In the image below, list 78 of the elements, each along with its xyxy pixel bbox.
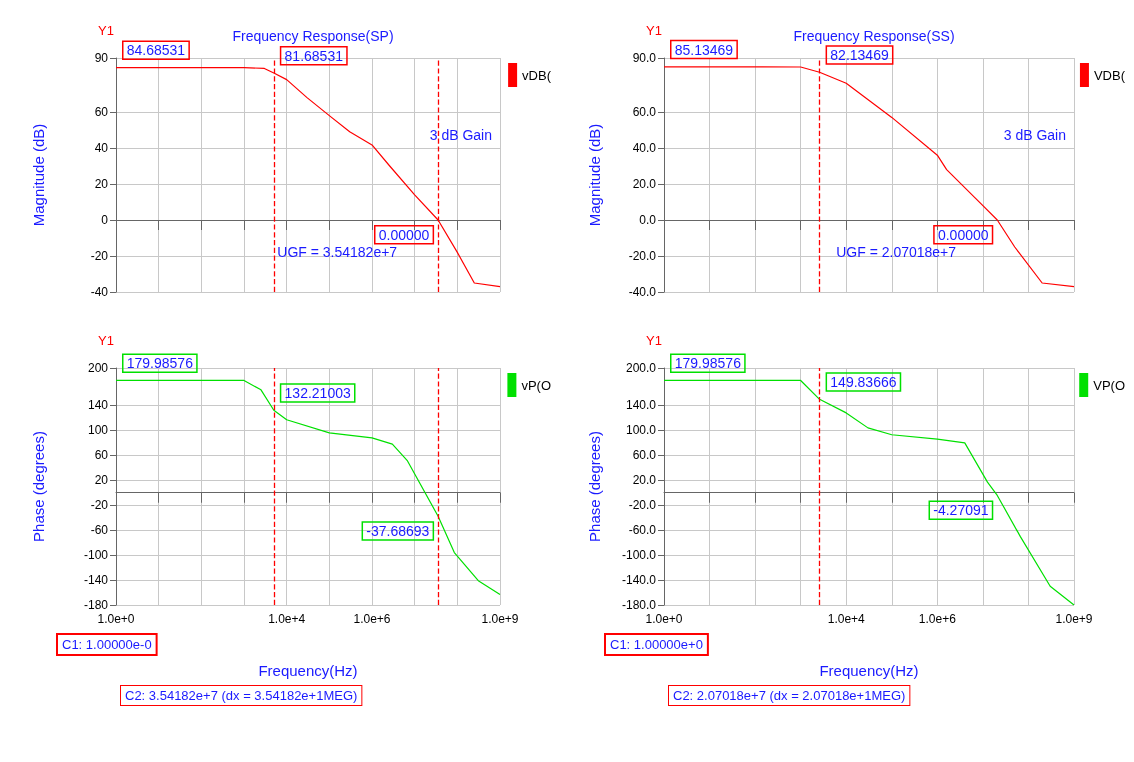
x-axis-title: Frequency(Hz) — [819, 662, 919, 679]
y-tick-label: 100 — [87, 423, 109, 438]
text: Y1 — [98, 23, 114, 38]
y-tick-label: 20.0 — [632, 177, 657, 191]
y-tick-label: 40.0 — [632, 141, 657, 155]
y-tick-label: -100.0 — [621, 548, 657, 563]
y-tick-label: -140.0 — [621, 573, 657, 588]
text: Y1 — [98, 333, 114, 348]
annotation: UGF = 2.07018e+7 — [836, 244, 957, 261]
y-tick-label: -140 — [83, 573, 109, 588]
y-tick-label: -20.0 — [628, 498, 657, 513]
y-tick-label: 20.0 — [632, 473, 657, 488]
y-tick-label: -60.0 — [628, 523, 657, 538]
legend-label: VP(O — [1093, 377, 1126, 393]
annotation: 84.68531 — [126, 42, 186, 59]
text: C2: 3.54182e+7 (dx = 3.54182e+1MEG) — [125, 688, 358, 703]
x-tick-label: 1.0e+4 — [827, 612, 866, 626]
y-tick-label: 90.0 — [632, 51, 657, 65]
x-tick-label: 1.0e+9 — [1055, 612, 1093, 626]
y-tick-label: 40 — [94, 141, 109, 155]
y-tick-label: 20 — [94, 473, 109, 488]
y-axis-title: Phase (degrees) — [586, 431, 603, 542]
x-tick-label: 1.0e+6 — [353, 612, 391, 626]
text: Y1 — [646, 333, 662, 348]
annotation: 85.13469 — [674, 41, 734, 58]
y-tick-label: 140 — [87, 398, 109, 413]
legend-label: vP(O — [521, 377, 552, 393]
y-tick-label: -180.0 — [621, 598, 657, 612]
y-tick-label: 200 — [87, 361, 109, 375]
y-tick-label: 0.0 — [639, 213, 657, 227]
annotation: -4.27091 — [933, 502, 989, 519]
y-tick-label: 60.0 — [632, 448, 657, 463]
y-tick-label: 140.0 — [625, 398, 657, 413]
x-tick-label: 1.0e+0 — [97, 612, 135, 626]
y-tick-label: 60 — [94, 105, 109, 119]
chart-title: Frequency Response(SS) — [793, 28, 955, 44]
x-tick-label: 1.0e+6 — [918, 612, 957, 626]
annotation: 3 dB Gain — [1003, 127, 1066, 144]
x-axis-title: Frequency(Hz) — [258, 662, 358, 679]
legend-label: VDB( — [1093, 67, 1126, 83]
annotation: -37.68693 — [366, 522, 430, 539]
y-tick-label: -40 — [90, 285, 109, 299]
x-tick-label: 1.0e+4 — [268, 612, 306, 626]
y-axis-title: Magnitude (dB) — [586, 123, 603, 227]
y-tick-label: 90 — [94, 51, 109, 65]
y-tick-label: -40.0 — [628, 285, 657, 299]
legend-label: vDB( — [522, 67, 552, 83]
y-tick-label: 200.0 — [625, 361, 657, 375]
annotation: 3 dB Gain — [429, 127, 492, 144]
y-tick-label: 60.0 — [632, 105, 657, 119]
annotation: UGF = 3.54182e+7 — [277, 244, 398, 261]
annotation: 149.83666 — [830, 374, 897, 391]
text: C1: 1.00000e+0 — [610, 637, 703, 652]
y-axis-title: Magnitude (dB) — [30, 123, 47, 227]
x-tick-label: 1.0e+0 — [645, 612, 683, 626]
y-tick-label: 60 — [94, 448, 109, 463]
y-tick-label: -20 — [90, 249, 109, 263]
text: C2: 2.07018e+7 (dx = 2.07018e+1MEG) — [673, 688, 906, 703]
annotation: 179.98576 — [674, 355, 742, 372]
text: Y1 — [646, 23, 662, 38]
annotation: 132.21003 — [284, 385, 351, 402]
y-tick-label: 0 — [101, 213, 109, 227]
x-tick-label: 1.0e+9 — [481, 612, 519, 626]
y-tick-label: -100 — [83, 548, 109, 563]
y-tick-label: -20 — [90, 498, 109, 513]
text: C1: 1.00000e-0 — [62, 637, 152, 652]
annotation: 0.00000 — [378, 226, 430, 243]
annotation: 179.98576 — [126, 355, 194, 372]
y-tick-label: -20.0 — [628, 249, 657, 263]
annotation: 0.00000 — [937, 226, 989, 243]
annotation: 82.13469 — [830, 46, 889, 63]
y-tick-label: -180 — [83, 598, 109, 612]
y-axis-title: Phase (degrees) — [30, 431, 47, 542]
annotation: 81.68531 — [284, 47, 344, 64]
chart-title: Frequency Response(SP) — [232, 28, 394, 44]
y-tick-label: -60 — [90, 523, 109, 538]
y-tick-label: 100.0 — [625, 423, 657, 438]
y-tick-label: 20 — [94, 177, 109, 191]
